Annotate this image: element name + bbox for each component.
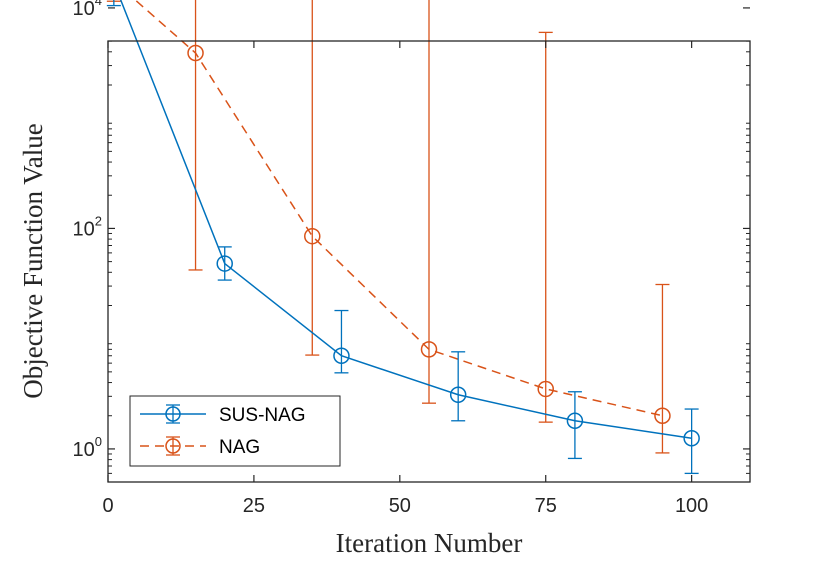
x-tick-label: 75 [535, 495, 557, 517]
legend-label-sus-nag: SUS-NAG [219, 405, 306, 426]
series-sus-nag [106, 0, 700, 475]
legend-marker-sus-nag [165, 406, 181, 422]
data-point-nag [187, 44, 204, 62]
data-point-sus-nag [333, 347, 350, 365]
legend-marker-nag [165, 438, 181, 454]
data-point-nag [537, 380, 554, 398]
data-point-sus-nag [216, 255, 233, 272]
y-tick-label: 104 [73, 0, 102, 20]
tick-labels: 0 25 50 75 100 100 102 104 [73, 0, 709, 517]
x-axis-title: Iteration Number [336, 528, 523, 558]
data-point-sus-nag [566, 412, 584, 430]
ticks-layer [107, 7, 750, 482]
legend-label-nag: NAG [219, 437, 260, 458]
series-line-sus-nag [119, 0, 692, 439]
x-tick-label: 0 [102, 495, 113, 517]
y-tick-label: 100 [73, 434, 102, 461]
data-point-sus-nag [449, 386, 467, 404]
legend: SUS-NAG NAG [129, 395, 341, 467]
x-tick-label: 100 [675, 495, 708, 517]
y-tick-label: 102 [73, 213, 102, 240]
x-tick-label: 25 [243, 495, 265, 517]
data-point-nag [654, 407, 671, 424]
data-point-nag [420, 341, 438, 358]
y-axis-title: Objective Function Value [18, 123, 48, 398]
data-point-nag [304, 227, 321, 245]
x-tick-label: 50 [389, 495, 411, 517]
legend-box [129, 395, 341, 467]
data-point-sus-nag [683, 429, 700, 447]
